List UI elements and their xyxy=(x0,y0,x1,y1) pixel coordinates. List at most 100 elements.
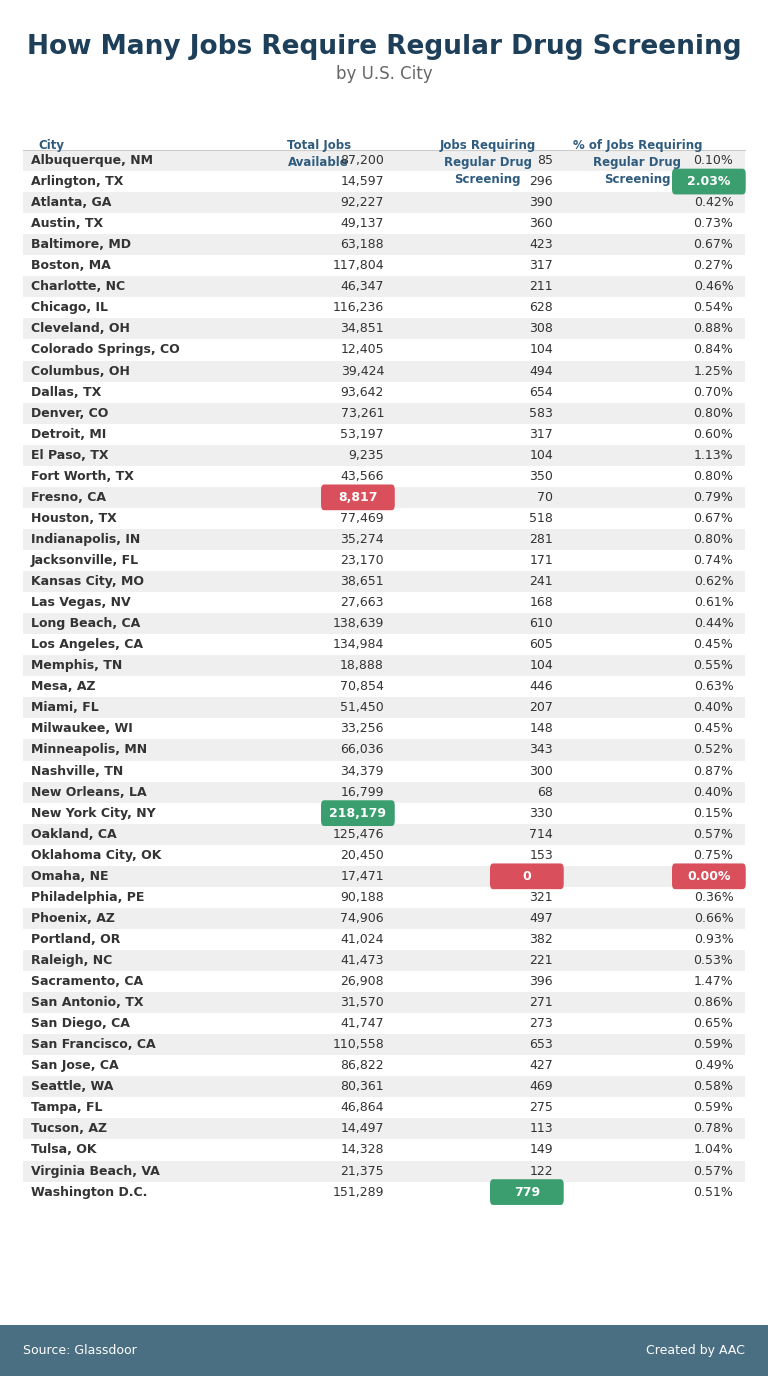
Text: 20,450: 20,450 xyxy=(340,849,384,861)
Text: Indianapolis, IN: Indianapolis, IN xyxy=(31,533,140,546)
FancyBboxPatch shape xyxy=(23,908,745,929)
Text: 583: 583 xyxy=(529,407,553,420)
Text: 0.57%: 0.57% xyxy=(694,1164,733,1178)
Text: 0.84%: 0.84% xyxy=(694,344,733,356)
Text: 77,469: 77,469 xyxy=(340,512,384,524)
Text: Las Vegas, NV: Las Vegas, NV xyxy=(31,596,131,610)
Text: 0.45%: 0.45% xyxy=(694,722,733,735)
Text: 38,651: 38,651 xyxy=(340,575,384,588)
FancyBboxPatch shape xyxy=(0,1325,768,1376)
Text: 31,570: 31,570 xyxy=(340,996,384,1009)
Text: 0.60%: 0.60% xyxy=(694,428,733,440)
FancyBboxPatch shape xyxy=(23,1139,745,1160)
Text: 74,906: 74,906 xyxy=(340,912,384,925)
Text: San Francisco, CA: San Francisco, CA xyxy=(31,1039,155,1051)
Text: Raleigh, NC: Raleigh, NC xyxy=(31,954,112,967)
Text: 0.70%: 0.70% xyxy=(694,385,733,399)
Text: 275: 275 xyxy=(529,1101,553,1115)
Text: 0.80%: 0.80% xyxy=(694,533,733,546)
Text: 281: 281 xyxy=(529,533,553,546)
FancyBboxPatch shape xyxy=(23,992,745,1013)
FancyBboxPatch shape xyxy=(23,949,745,971)
Text: 0.80%: 0.80% xyxy=(694,469,733,483)
Text: 0.57%: 0.57% xyxy=(694,828,733,841)
Text: Philadelphia, PE: Philadelphia, PE xyxy=(31,890,144,904)
Text: Sacramento, CA: Sacramento, CA xyxy=(31,976,143,988)
FancyBboxPatch shape xyxy=(23,739,745,761)
Text: 0.74%: 0.74% xyxy=(694,555,733,567)
FancyBboxPatch shape xyxy=(23,929,745,949)
Text: 0.66%: 0.66% xyxy=(694,912,733,925)
FancyBboxPatch shape xyxy=(23,1035,745,1055)
Text: 396: 396 xyxy=(529,976,553,988)
Text: 605: 605 xyxy=(529,638,553,651)
FancyBboxPatch shape xyxy=(23,424,745,444)
Text: Phoenix, AZ: Phoenix, AZ xyxy=(31,912,114,925)
Text: 151,289: 151,289 xyxy=(333,1186,384,1198)
Text: Albuquerque, NM: Albuquerque, NM xyxy=(31,154,153,166)
Text: 207: 207 xyxy=(529,702,553,714)
Text: 113: 113 xyxy=(529,1123,553,1135)
Text: 0.86%: 0.86% xyxy=(694,996,733,1009)
Text: 0.63%: 0.63% xyxy=(694,680,733,694)
Text: 138,639: 138,639 xyxy=(333,618,384,630)
Text: 86,822: 86,822 xyxy=(340,1060,384,1072)
Text: 39,424: 39,424 xyxy=(341,365,384,377)
Text: 9,235: 9,235 xyxy=(349,449,384,462)
Text: 90,188: 90,188 xyxy=(340,890,384,904)
Text: 171: 171 xyxy=(529,555,553,567)
FancyBboxPatch shape xyxy=(23,718,745,739)
Text: Tampa, FL: Tampa, FL xyxy=(31,1101,102,1115)
Text: 296: 296 xyxy=(529,175,553,189)
Text: Minneapolis, MN: Minneapolis, MN xyxy=(31,743,147,757)
FancyBboxPatch shape xyxy=(321,801,395,826)
Text: 0.51%: 0.51% xyxy=(694,1186,733,1198)
Text: 0.62%: 0.62% xyxy=(694,575,733,588)
Text: 0.80%: 0.80% xyxy=(694,407,733,420)
Text: Oakland, CA: Oakland, CA xyxy=(31,828,116,841)
Text: 0.78%: 0.78% xyxy=(694,1123,733,1135)
Text: Dallas, TX: Dallas, TX xyxy=(31,385,101,399)
Text: 308: 308 xyxy=(529,322,553,336)
Text: 148: 148 xyxy=(529,722,553,735)
Text: Kansas City, MO: Kansas City, MO xyxy=(31,575,144,588)
Text: 46,347: 46,347 xyxy=(340,281,384,293)
Text: 1.25%: 1.25% xyxy=(694,365,733,377)
Text: Arlington, TX: Arlington, TX xyxy=(31,175,123,189)
Text: Virginia Beach, VA: Virginia Beach, VA xyxy=(31,1164,160,1178)
Text: 1.47%: 1.47% xyxy=(694,976,733,988)
Text: 93,642: 93,642 xyxy=(341,385,384,399)
Text: 110,558: 110,558 xyxy=(333,1039,384,1051)
FancyBboxPatch shape xyxy=(23,824,745,845)
Text: 0: 0 xyxy=(522,870,531,883)
Text: Jacksonville, FL: Jacksonville, FL xyxy=(31,555,139,567)
Text: 0.59%: 0.59% xyxy=(694,1039,733,1051)
Text: 610: 610 xyxy=(529,618,553,630)
Text: by U.S. City: by U.S. City xyxy=(336,65,432,84)
FancyBboxPatch shape xyxy=(490,863,564,889)
Text: Houston, TX: Houston, TX xyxy=(31,512,117,524)
Text: 66,036: 66,036 xyxy=(340,743,384,757)
Text: 0.61%: 0.61% xyxy=(694,596,733,610)
Text: 14,328: 14,328 xyxy=(340,1143,384,1156)
Text: 27,663: 27,663 xyxy=(340,596,384,610)
Text: 0.40%: 0.40% xyxy=(694,786,733,798)
Text: % of Jobs Requiring
Regular Drug
Screening: % of Jobs Requiring Regular Drug Screeni… xyxy=(573,139,702,186)
Text: 41,473: 41,473 xyxy=(340,954,384,967)
Text: 0.40%: 0.40% xyxy=(694,702,733,714)
Text: 241: 241 xyxy=(529,575,553,588)
FancyBboxPatch shape xyxy=(490,1179,564,1205)
Text: 63,188: 63,188 xyxy=(340,238,384,252)
FancyBboxPatch shape xyxy=(23,971,745,992)
FancyBboxPatch shape xyxy=(23,698,745,718)
FancyBboxPatch shape xyxy=(23,866,745,886)
Text: Colorado Springs, CO: Colorado Springs, CO xyxy=(31,344,180,356)
Text: 390: 390 xyxy=(529,197,553,209)
Text: 104: 104 xyxy=(529,449,553,462)
FancyBboxPatch shape xyxy=(23,1013,745,1035)
Text: 92,227: 92,227 xyxy=(340,197,384,209)
Text: 34,851: 34,851 xyxy=(340,322,384,336)
Text: Jobs Requiring
Regular Drug
Screening: Jobs Requiring Regular Drug Screening xyxy=(439,139,536,186)
Text: 654: 654 xyxy=(529,385,553,399)
Text: 0.59%: 0.59% xyxy=(694,1101,733,1115)
